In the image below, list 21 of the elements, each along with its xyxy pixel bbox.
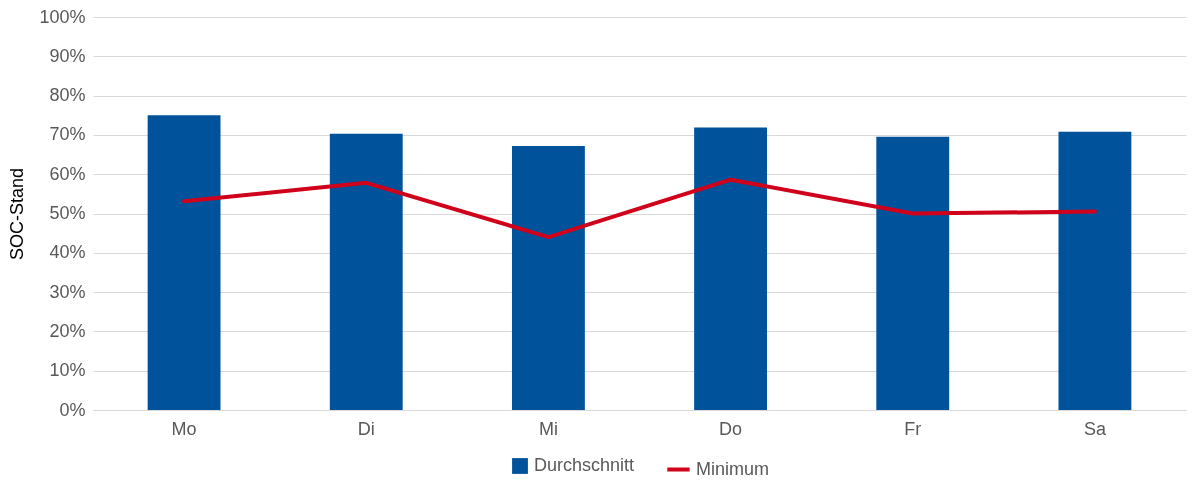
y-tick-label: 10% xyxy=(49,360,86,381)
x-tick-label: Fr xyxy=(904,418,922,439)
line-series xyxy=(182,177,1097,240)
legend-label: Durchschnitt xyxy=(534,455,635,475)
legend-label: Minimum xyxy=(696,458,770,479)
x-tick-label: Mo xyxy=(171,418,197,439)
x-tick-label: Mi xyxy=(538,418,558,439)
y-tick-label: 80% xyxy=(49,85,86,106)
y-tick-label: 60% xyxy=(49,163,86,184)
y-tick-label: 70% xyxy=(49,124,86,145)
y-tick-label: 40% xyxy=(49,242,86,263)
x-tick-label: Sa xyxy=(1083,418,1107,439)
y-tick-label: 50% xyxy=(49,203,86,223)
y-tick-label: 20% xyxy=(49,320,86,341)
y-tick-label: 0% xyxy=(59,399,86,420)
y-tick-label: 100% xyxy=(39,6,86,27)
y-tick-label: 30% xyxy=(49,281,86,302)
x-tick-label: Di xyxy=(357,418,375,439)
y-tick-label: 90% xyxy=(49,45,86,66)
x-tick-label: Do xyxy=(719,418,743,439)
y-axis-title: SOC-Stand xyxy=(7,167,28,261)
